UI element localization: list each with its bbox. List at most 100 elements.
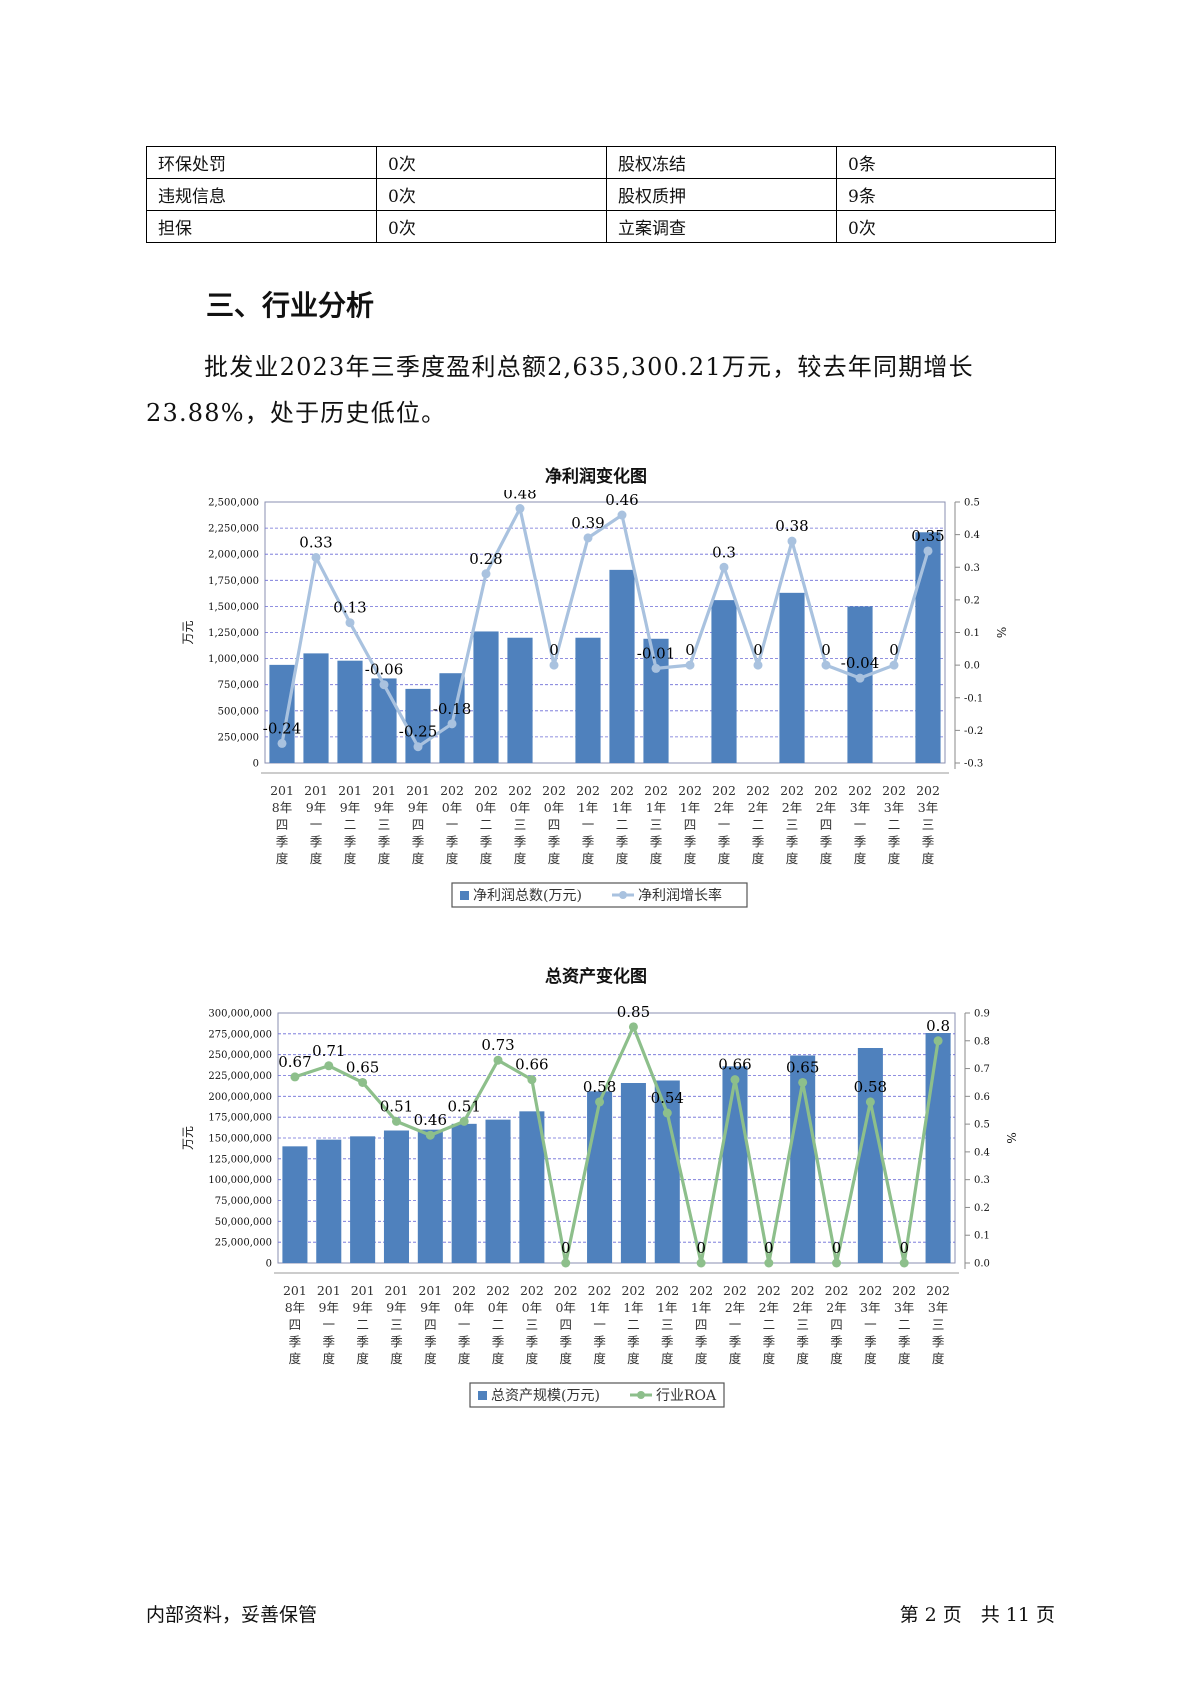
bar [654, 1080, 680, 1263]
line-point [889, 660, 899, 670]
data-label: 0 [696, 1239, 706, 1257]
x-tick-label: 202 3年二季度 [882, 783, 906, 866]
right-tick-label: 0.7 [974, 1064, 990, 1075]
data-label: 0.35 [911, 527, 944, 545]
x-tick-label: 202 3年二季度 [892, 1283, 916, 1366]
data-label: 0.58 [854, 1078, 887, 1096]
chart2-title: 总资产变化图 [545, 967, 647, 987]
x-tick-label: 202 1年四季度 [678, 783, 702, 866]
data-label: 0.48 [503, 490, 536, 503]
x-tick-label: 202 1年一季度 [588, 1283, 612, 1366]
left-tick-label: 1,000,000 [208, 654, 259, 665]
data-label: 0.33 [299, 533, 332, 551]
risk-item-label: 环保处罚 [146, 146, 377, 179]
left-tick-label: 0 [253, 759, 259, 770]
left-tick-label: 25,000,000 [215, 1238, 272, 1249]
left-tick-label: 275,000,000 [208, 1029, 272, 1040]
bar [316, 1139, 342, 1263]
line-point [662, 1108, 672, 1118]
line-point [277, 738, 287, 748]
data-label: -0.04 [841, 654, 879, 672]
risk-item-label: 违规信息 [146, 178, 377, 211]
bar [925, 1033, 951, 1263]
left-tick-label: 75,000,000 [215, 1196, 272, 1207]
x-tick-label: 202 0年三季度 [508, 783, 532, 866]
data-label: 0.67 [278, 1053, 311, 1071]
data-label: 0 [753, 641, 763, 659]
left-axis-label: 万元 [181, 620, 195, 644]
risk-item-label: 立案调查 [606, 210, 837, 243]
line-point [527, 1075, 537, 1085]
data-label: 0.73 [481, 1036, 514, 1054]
legend-bar-swatch [478, 1391, 487, 1400]
right-tick-label: 0.2 [964, 595, 980, 606]
bar [371, 678, 397, 763]
series-line [294, 1025, 940, 1265]
bar [779, 592, 805, 763]
line-point [459, 1116, 469, 1126]
data-label: 0 [821, 641, 831, 659]
footer-right: 第 2 页 共 11 页 [899, 1604, 1055, 1626]
line-point [798, 1077, 808, 1087]
bar [337, 660, 363, 763]
x-tick-label: 201 9年三季度 [385, 1283, 409, 1366]
bar [575, 637, 601, 763]
data-label: 0 [889, 641, 899, 659]
line-point [413, 742, 423, 752]
bar [519, 1111, 545, 1263]
line-point [787, 536, 797, 546]
data-label: 0 [832, 1239, 842, 1257]
chart1-title: 净利润变化图 [545, 467, 647, 487]
data-label: 0.8 [926, 1017, 950, 1035]
x-tick-label: 202 2年二季度 [746, 783, 770, 866]
legend-bar-label: 总资产规模(万元) [491, 1388, 600, 1404]
data-label: 0 [899, 1239, 909, 1257]
line-point [311, 552, 321, 562]
line-point [391, 1116, 401, 1126]
legend-bar-swatch [460, 891, 469, 900]
right-tick-label: 0.4 [974, 1147, 990, 1158]
left-tick-label: 225,000,000 [208, 1071, 272, 1082]
x-tick-label: 201 9年二季度 [338, 783, 362, 866]
right-tick-label: 0.0 [964, 661, 980, 672]
line-point [719, 562, 729, 572]
line-point [595, 1097, 605, 1107]
legend-bar-label: 净利润总数(万元) [473, 888, 582, 904]
data-label: 0.58 [583, 1078, 616, 1096]
left-tick-label: 750,000 [218, 680, 259, 691]
left-tick-label: 1,750,000 [208, 576, 259, 587]
x-tick-label: 202 3年一季度 [848, 783, 872, 866]
data-label: -0.18 [433, 700, 471, 718]
right-tick-label: 0.5 [964, 498, 980, 509]
risk-item-value: 0次 [376, 178, 607, 211]
bar [587, 1091, 613, 1263]
x-tick-label: 201 9年一季度 [304, 783, 328, 866]
data-label: -0.25 [399, 723, 437, 741]
net-profit-chart: 0 250,000 500,000 750,000 1,000,000 1,250,000… [181, 490, 1008, 908]
legend-box [451, 882, 748, 908]
bar [711, 600, 737, 763]
line-point [651, 663, 661, 673]
risk-item-value: 0次 [836, 210, 1056, 243]
right-tick-label: 0.9 [974, 1009, 990, 1020]
data-label: 0.65 [786, 1058, 819, 1076]
data-label: 0.38 [775, 517, 808, 535]
line-point [855, 673, 865, 683]
x-tick-label: 202 1年三季度 [644, 783, 668, 866]
right-tick-label: 0.1 [964, 628, 980, 639]
left-tick-label: 2,500,000 [208, 498, 259, 509]
data-label: -0.24 [263, 719, 301, 737]
bar [485, 1119, 511, 1263]
x-tick-label: 202 1年三季度 [655, 1283, 679, 1366]
bar [350, 1136, 376, 1263]
line-point [923, 546, 933, 556]
x-tick-label: 202 3年三季度 [916, 783, 940, 866]
data-label: 0.65 [346, 1058, 379, 1076]
line-point [696, 1258, 706, 1268]
line-point [899, 1258, 909, 1268]
risk-item-label: 股权质押 [606, 178, 837, 211]
data-label: 0 [764, 1239, 774, 1257]
x-tick-label: 201 9年二季度 [351, 1283, 375, 1366]
right-tick-label: -0.1 [964, 693, 983, 704]
x-tick-label: 202 3年一季度 [858, 1283, 882, 1366]
